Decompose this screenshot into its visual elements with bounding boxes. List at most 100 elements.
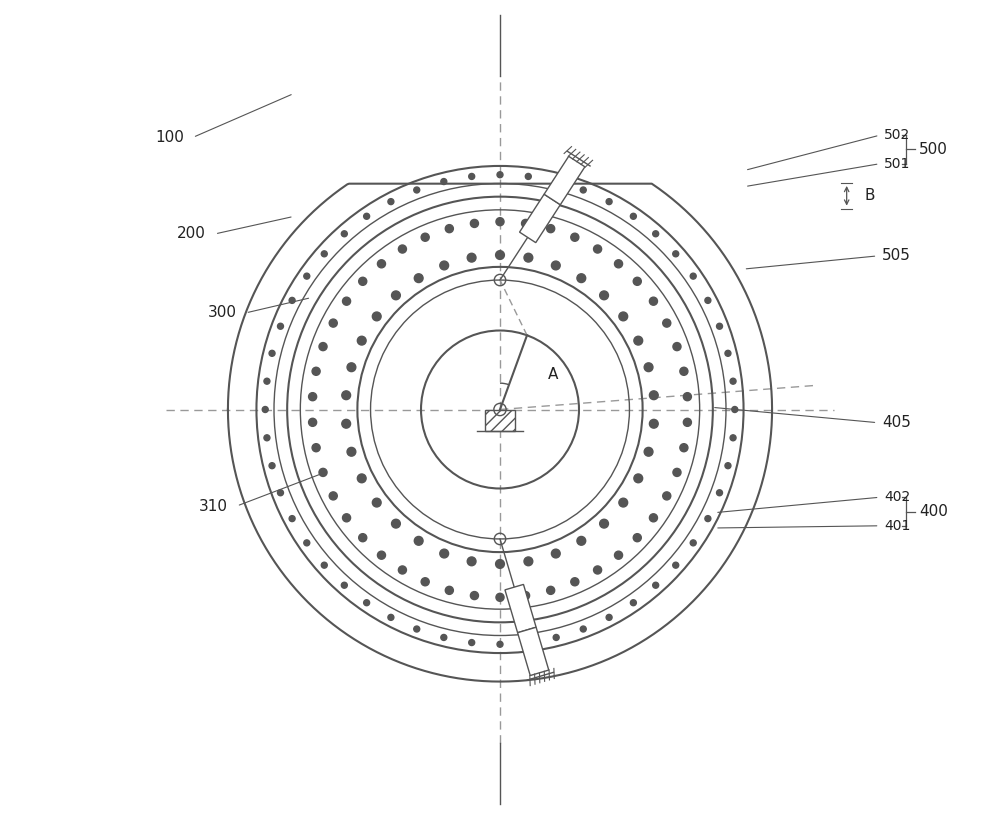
Circle shape xyxy=(414,274,423,283)
Circle shape xyxy=(269,463,275,468)
Circle shape xyxy=(289,516,295,522)
Text: 310: 310 xyxy=(199,499,228,514)
Circle shape xyxy=(357,337,366,345)
Circle shape xyxy=(392,519,400,528)
Circle shape xyxy=(289,297,295,303)
Circle shape xyxy=(690,540,696,545)
Circle shape xyxy=(551,550,560,558)
Circle shape xyxy=(441,635,447,640)
Circle shape xyxy=(496,559,504,568)
Circle shape xyxy=(264,378,270,384)
Text: 200: 200 xyxy=(177,227,206,242)
Circle shape xyxy=(571,233,579,242)
Circle shape xyxy=(309,419,317,427)
Text: 501: 501 xyxy=(884,156,910,170)
Circle shape xyxy=(732,406,738,413)
Circle shape xyxy=(683,392,691,400)
Circle shape xyxy=(553,179,559,184)
Circle shape xyxy=(683,419,691,427)
Circle shape xyxy=(372,312,381,321)
Circle shape xyxy=(496,251,504,260)
Text: 100: 100 xyxy=(155,130,184,145)
Circle shape xyxy=(577,274,586,283)
Circle shape xyxy=(690,274,696,279)
Circle shape xyxy=(440,261,449,269)
Circle shape xyxy=(414,536,423,545)
Circle shape xyxy=(673,468,681,477)
Circle shape xyxy=(364,213,370,219)
Circle shape xyxy=(497,172,503,178)
Circle shape xyxy=(705,516,711,522)
Circle shape xyxy=(312,444,320,452)
Circle shape xyxy=(525,640,531,645)
Circle shape xyxy=(341,231,347,237)
Circle shape xyxy=(730,378,736,384)
Text: 401: 401 xyxy=(884,518,910,533)
Circle shape xyxy=(304,274,310,279)
Circle shape xyxy=(398,245,406,253)
Circle shape xyxy=(388,199,394,205)
Circle shape xyxy=(680,367,688,375)
Polygon shape xyxy=(518,627,549,676)
Circle shape xyxy=(269,351,275,356)
Circle shape xyxy=(262,406,268,413)
Circle shape xyxy=(644,447,653,456)
Circle shape xyxy=(653,582,659,588)
Text: 505: 505 xyxy=(882,248,911,264)
Circle shape xyxy=(341,582,347,588)
Circle shape xyxy=(630,600,636,606)
Polygon shape xyxy=(544,156,585,205)
Circle shape xyxy=(342,391,351,400)
Circle shape xyxy=(580,187,586,193)
Circle shape xyxy=(725,351,731,356)
Circle shape xyxy=(725,463,731,468)
Circle shape xyxy=(644,363,653,372)
Circle shape xyxy=(359,278,367,285)
Circle shape xyxy=(619,498,628,507)
Circle shape xyxy=(357,474,366,482)
Circle shape xyxy=(614,260,623,268)
Circle shape xyxy=(372,498,381,507)
Circle shape xyxy=(633,534,641,541)
Circle shape xyxy=(470,219,478,228)
Text: 300: 300 xyxy=(208,305,237,320)
Circle shape xyxy=(630,213,636,219)
Circle shape xyxy=(414,626,420,632)
Circle shape xyxy=(388,614,394,620)
Circle shape xyxy=(614,551,623,559)
Circle shape xyxy=(649,297,657,305)
Circle shape xyxy=(496,218,504,226)
Circle shape xyxy=(347,363,356,372)
Circle shape xyxy=(673,342,681,351)
Circle shape xyxy=(277,490,283,495)
Text: 500: 500 xyxy=(919,142,948,157)
Circle shape xyxy=(342,419,351,428)
Circle shape xyxy=(469,640,475,645)
Circle shape xyxy=(673,251,679,257)
Circle shape xyxy=(321,562,327,568)
Circle shape xyxy=(421,577,429,586)
Circle shape xyxy=(277,324,283,329)
Circle shape xyxy=(553,635,559,640)
Circle shape xyxy=(600,519,608,528)
Circle shape xyxy=(606,199,612,205)
Circle shape xyxy=(347,447,356,456)
Circle shape xyxy=(392,291,400,300)
Circle shape xyxy=(321,251,327,257)
Circle shape xyxy=(312,367,320,375)
Circle shape xyxy=(359,534,367,541)
Circle shape xyxy=(467,253,476,262)
Circle shape xyxy=(264,435,270,441)
Circle shape xyxy=(594,245,602,253)
Text: 402: 402 xyxy=(884,491,910,505)
Circle shape xyxy=(343,514,351,522)
Circle shape xyxy=(594,566,602,574)
Circle shape xyxy=(663,319,671,327)
Circle shape xyxy=(705,297,711,303)
Circle shape xyxy=(329,319,337,327)
Circle shape xyxy=(469,174,475,179)
Circle shape xyxy=(445,224,453,233)
Bar xyxy=(485,410,515,432)
Circle shape xyxy=(717,324,723,329)
Circle shape xyxy=(329,492,337,500)
